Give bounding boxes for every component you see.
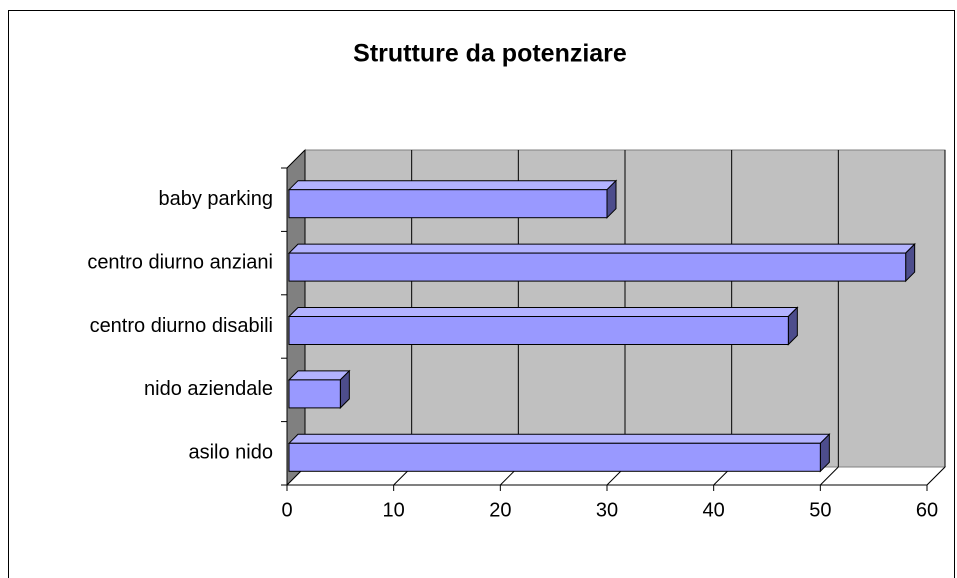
bar <box>288 252 907 282</box>
x-tick-label: 60 <box>916 499 938 521</box>
bar <box>288 316 789 345</box>
y-tick-label: centro diurno anziani <box>87 251 273 273</box>
y-tick-label: baby parking <box>158 188 273 210</box>
grid-line <box>926 466 946 486</box>
bar-top <box>287 370 351 381</box>
bar <box>288 379 341 409</box>
bar-top <box>287 180 618 191</box>
y-tick-label: asilo nido <box>188 442 273 464</box>
bar <box>288 189 608 219</box>
grid-line <box>819 466 839 486</box>
bar-top <box>287 243 916 254</box>
x-tick-label: 30 <box>596 499 618 521</box>
x-tick-label: 0 <box>281 499 292 521</box>
bar <box>288 442 821 472</box>
x-tick-label: 50 <box>809 499 831 521</box>
bar-top <box>287 307 799 317</box>
x-tick-label: 20 <box>489 499 511 521</box>
y-tick-label: centro diurno disabili <box>90 315 273 337</box>
x-tick-label: 10 <box>383 499 405 521</box>
y-tick-label: nido aziendale <box>144 378 273 400</box>
chart-title: Strutture da potenziare <box>353 40 627 68</box>
x-tick-label: 40 <box>703 499 725 521</box>
bar-top <box>287 433 831 444</box>
